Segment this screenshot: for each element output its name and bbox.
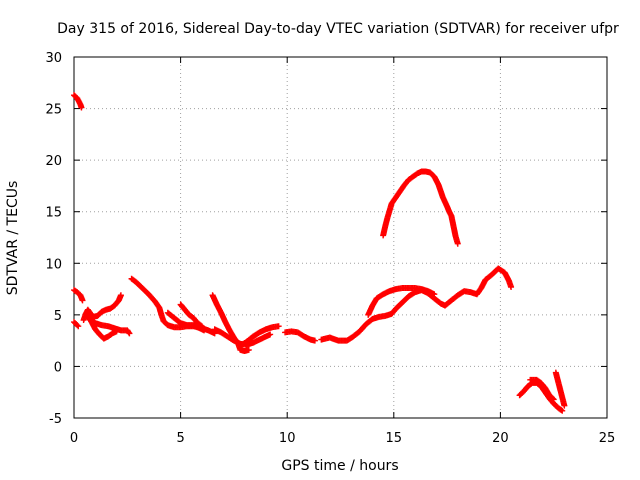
data-point [74,322,81,329]
data-point [79,297,86,304]
y-axis-title: SDTVAR / TECUs [5,181,21,296]
data-point [311,337,318,344]
x-tick-label: 15 [386,431,403,446]
data-point [125,329,132,336]
data-point [508,284,515,291]
data-point [245,346,252,353]
data-point [454,240,461,247]
y-tick-label: 30 [45,51,62,66]
track-pass-14 [318,265,515,344]
data-point [561,402,568,409]
data-point [549,395,556,402]
track-pass-13 [282,328,318,344]
track-pass-06 [85,315,133,337]
data-point [197,322,204,329]
track-pass-03 [71,287,86,304]
data-point [78,104,85,111]
data-point [431,291,438,298]
track-pass-18 [527,376,557,403]
track-pass-09 [177,301,205,330]
track-pass-01 [71,92,85,111]
track-pass-16 [380,168,461,247]
data-point [267,331,274,338]
grid-lines [74,57,607,418]
data-point [117,292,124,299]
axis-ticks [73,56,608,419]
data-point [201,327,208,334]
x-tick-label: 25 [599,431,616,446]
chart-title: Day 315 of 2016, Sidereal Day-to-day VTE… [57,21,619,37]
data-point [275,323,282,330]
x-tick-label: 10 [279,431,296,446]
track-pass-15 [365,285,438,318]
data-point [559,407,566,414]
track-pass-08 [164,309,208,334]
track-pass-12 [237,323,282,349]
tick-labels: 0 5 10 15 20 25 -5 0 5 10 15 20 25 30 [45,51,615,446]
track-pass-02 [71,319,82,330]
data-points [71,92,568,414]
data-point [75,323,82,330]
data-point [558,407,565,414]
track-pass-19 [552,369,568,409]
track-pass-07 [128,275,218,337]
track-pass-10 [209,292,252,354]
x-tick-label: 20 [492,431,509,446]
x-tick-label: 5 [176,431,184,446]
x-axis-title: GPS time / hours [281,458,398,474]
y-tick-label: 5 [54,309,62,324]
data-point [126,330,133,337]
y-tick-label: 15 [45,206,62,221]
y-tick-label: 10 [45,257,62,272]
y-tick-label: 25 [45,103,62,118]
y-tick-label: 0 [54,360,62,375]
data-point [550,396,557,403]
x-tick-label: 0 [70,431,78,446]
data-point [198,323,205,330]
plot-frame [73,56,608,419]
y-tick-label: -5 [49,412,62,427]
y-tick-label: 20 [45,154,62,169]
